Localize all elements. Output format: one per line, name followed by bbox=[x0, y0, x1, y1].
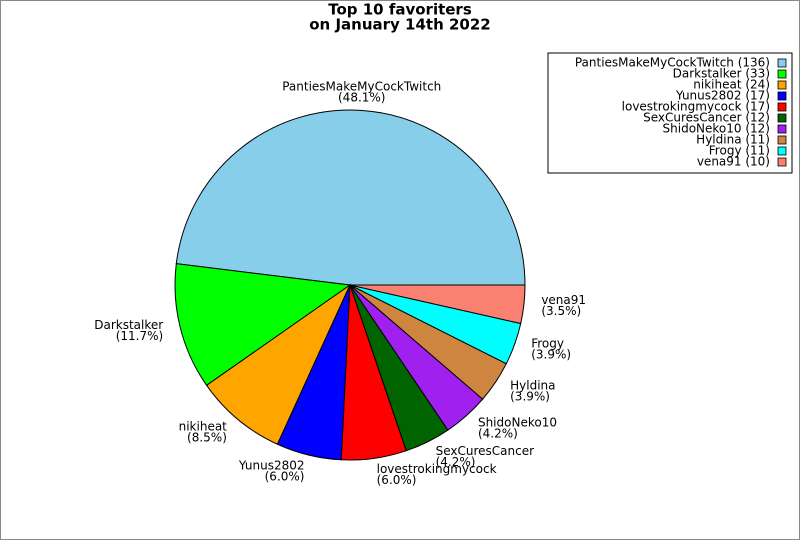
legend-swatch bbox=[777, 146, 787, 156]
chart-subtitle: on January 14th 2022 bbox=[309, 16, 490, 34]
legend-box bbox=[547, 52, 793, 174]
legend-swatch bbox=[777, 102, 787, 112]
slice-value-label: (3.9%) bbox=[510, 389, 550, 403]
slice-label: Frogy bbox=[531, 336, 564, 350]
legend-swatch bbox=[777, 135, 787, 145]
legend-label: lovestrokingmycock (17) bbox=[622, 100, 770, 114]
slice-value-label: (48.1%) bbox=[338, 90, 385, 104]
legend-label: vena91 (10) bbox=[697, 155, 770, 169]
legend-swatch bbox=[777, 157, 787, 167]
legend-swatch bbox=[777, 91, 787, 101]
legend-label: Hyldina (11) bbox=[696, 133, 770, 147]
legend-label: nikiheat (24) bbox=[693, 78, 770, 92]
legend-label: Yunus2802 (17) bbox=[675, 89, 770, 103]
slice-value-label: (4.2%) bbox=[436, 455, 476, 469]
legend-label: PantiesMakeMyCockTwitch (136) bbox=[575, 56, 770, 70]
slice-value-label: (6.0%) bbox=[265, 470, 305, 484]
slice-label: Yunus2802 bbox=[238, 459, 305, 473]
pie-slice bbox=[175, 109, 526, 286]
legend-swatch bbox=[777, 124, 787, 134]
chart-title: Top 10 favoriters bbox=[328, 1, 472, 19]
legend-label: Darkstalker (33) bbox=[673, 67, 770, 81]
legend-swatch bbox=[777, 69, 787, 79]
slice-value-label: (11.7%) bbox=[116, 329, 163, 343]
slice-label: nikiheat bbox=[179, 419, 228, 433]
slice-label: ShidoNeko10 bbox=[478, 415, 557, 429]
legend-swatch bbox=[777, 80, 787, 90]
slice-label: Darkstalker bbox=[94, 318, 163, 332]
pie-slice bbox=[205, 283, 352, 445]
slice-value-label: (6.0%) bbox=[377, 473, 417, 487]
legend-label: ShidoNeko10 (12) bbox=[663, 122, 770, 136]
slice-label: lovestrokingmycock bbox=[377, 462, 497, 476]
slice-value-label: (8.5%) bbox=[187, 430, 227, 444]
slice-value-label: (4.2%) bbox=[478, 426, 518, 440]
legend-label: Frogy (11) bbox=[709, 144, 770, 158]
slice-value-label: (3.5%) bbox=[541, 304, 581, 318]
slice-label: vena91 bbox=[541, 293, 586, 307]
legend-label: SexCuresCancer (12) bbox=[643, 111, 770, 125]
pie-slice bbox=[174, 263, 352, 387]
slice-label: Hyldina bbox=[510, 378, 555, 392]
legend-swatch bbox=[777, 113, 787, 123]
legend-swatch bbox=[777, 58, 787, 68]
slice-label: PantiesMakeMyCockTwitch bbox=[282, 79, 441, 93]
pie-slice bbox=[349, 284, 526, 325]
slice-label: SexCuresCancer bbox=[436, 444, 534, 458]
slice-value-label: (3.9%) bbox=[531, 347, 571, 361]
